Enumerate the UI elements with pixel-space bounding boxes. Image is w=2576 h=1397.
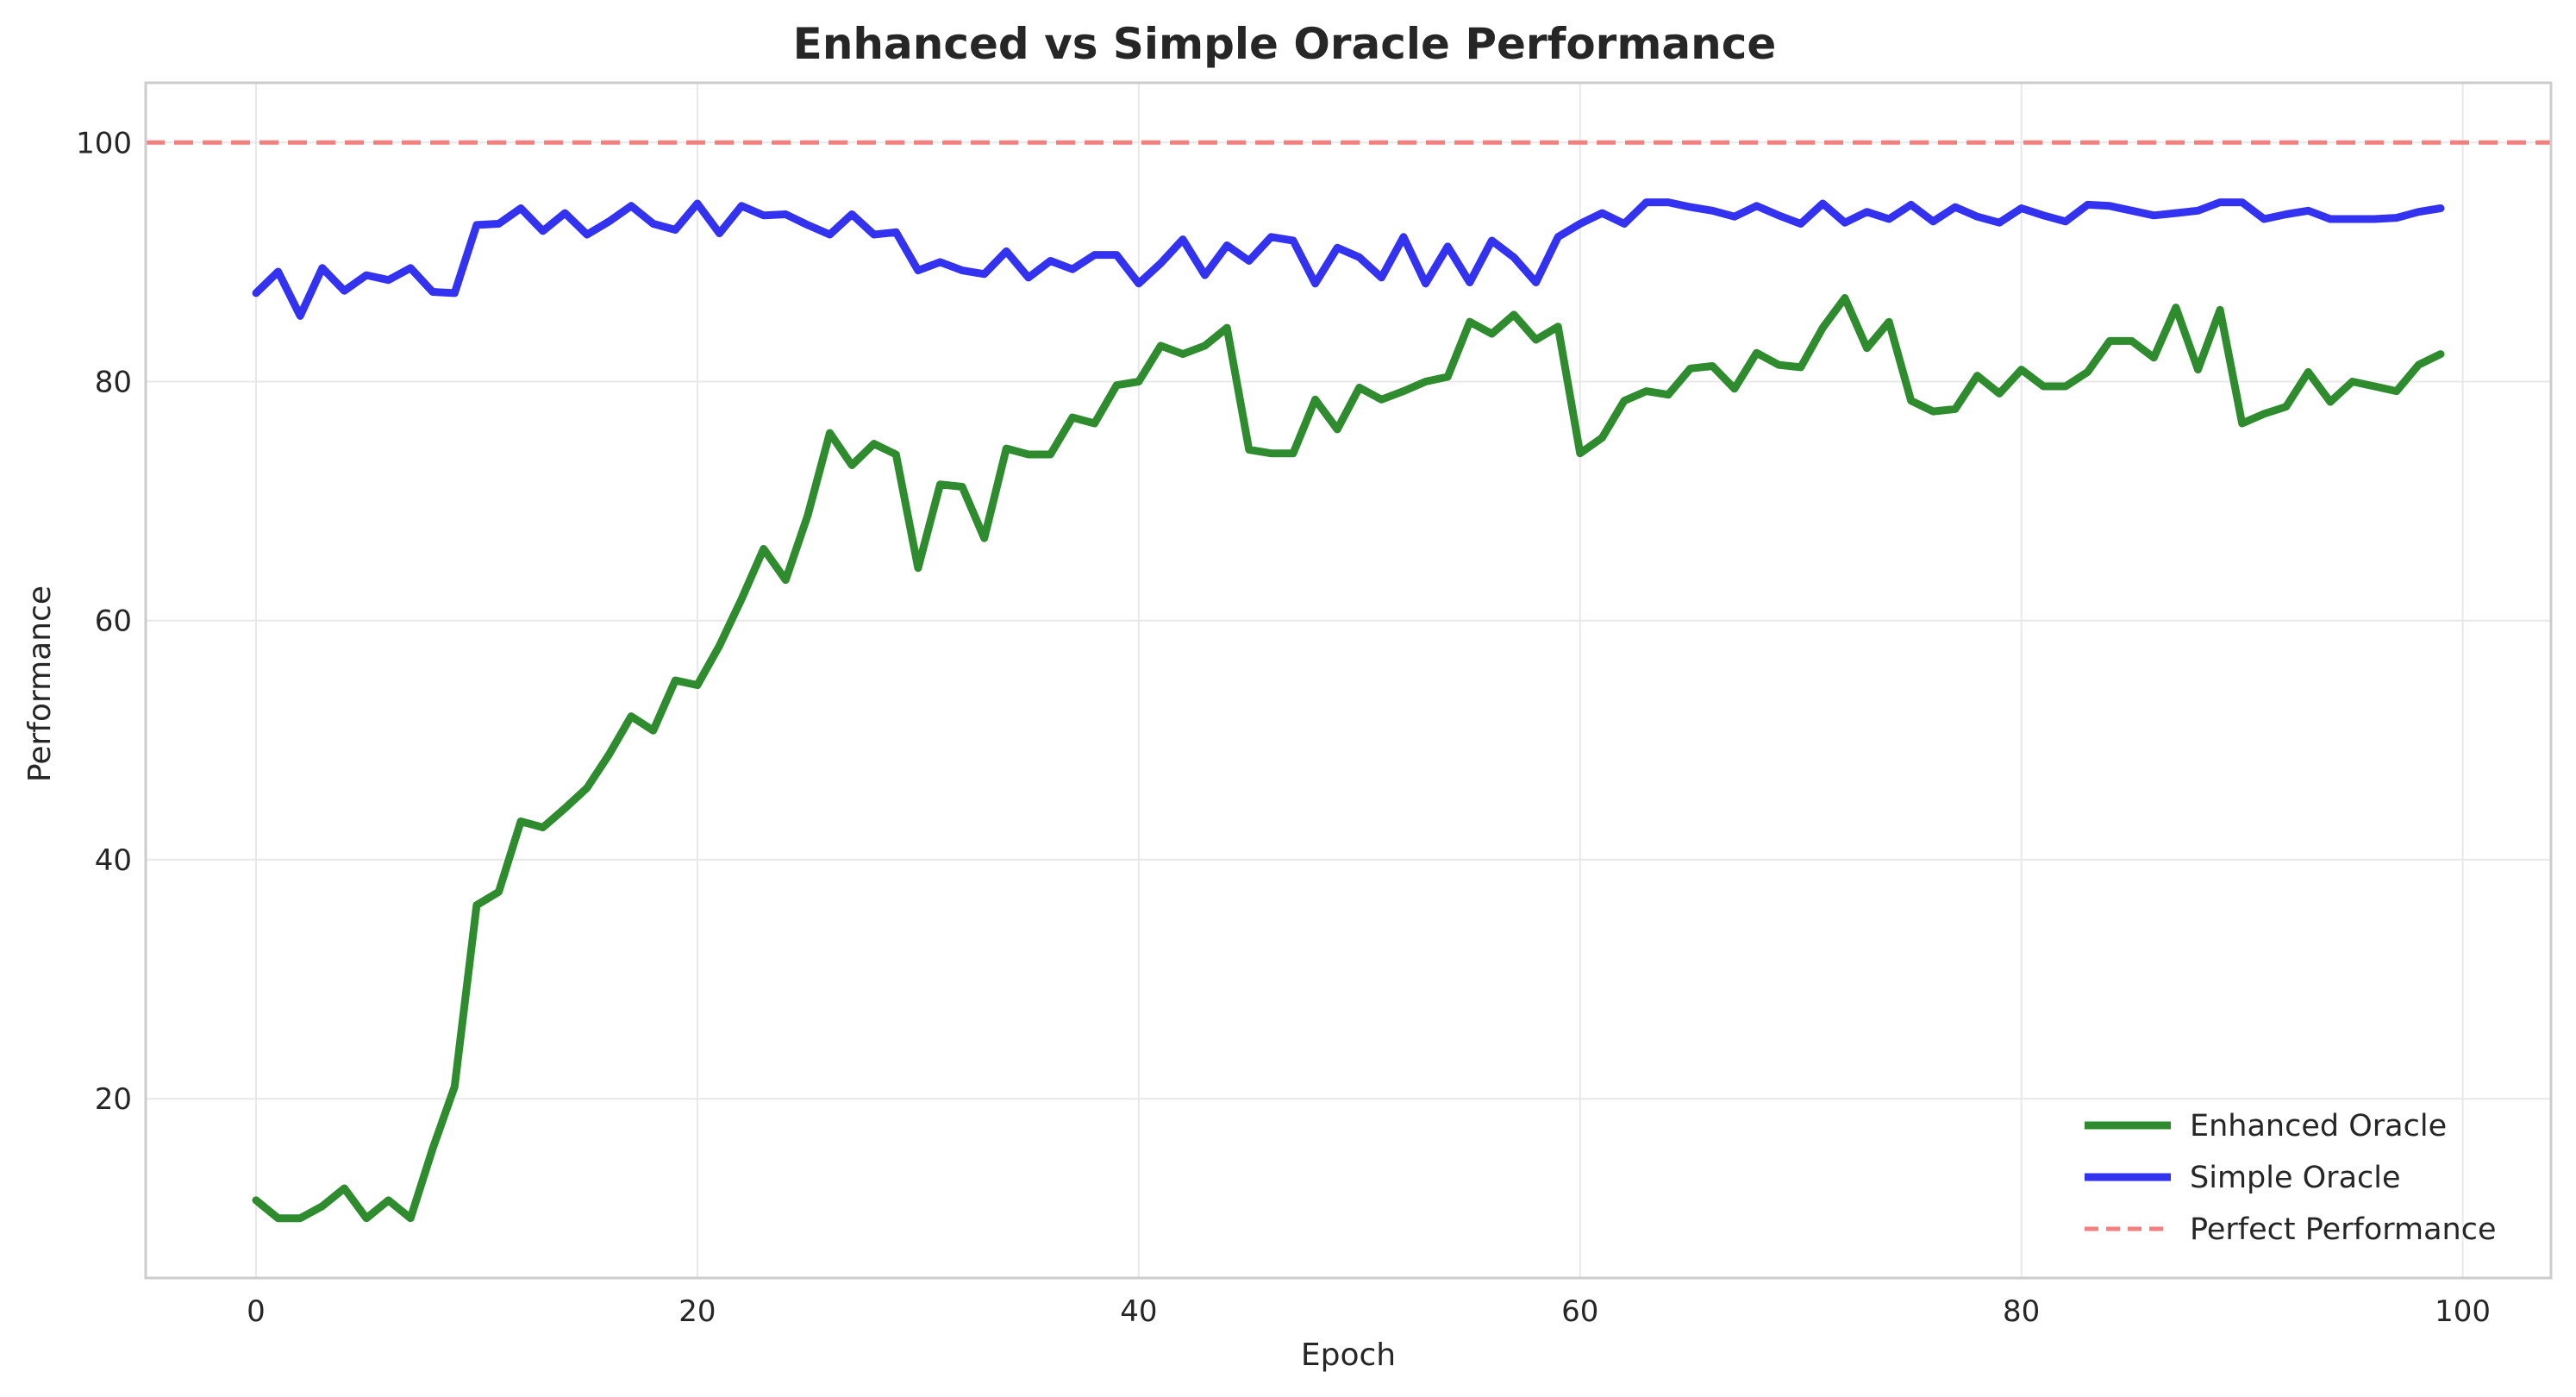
y-axis-label: Performance	[22, 586, 58, 782]
x-tick-label: 20	[678, 1294, 716, 1329]
y-tick-labels: 20 40 60 80 100	[76, 126, 132, 1117]
plot-frame	[144, 81, 2553, 1280]
grid	[146, 83, 2551, 1278]
enhanced-oracle-line	[252, 294, 2445, 1223]
y-tick-label: 40	[95, 843, 132, 878]
legend: Enhanced Oracle Simple Oracle Perfect Perf…	[2085, 1109, 2497, 1247]
x-tick-label: 80	[2003, 1294, 2040, 1329]
x-axis-label: Epoch	[1301, 1337, 1396, 1373]
y-tick-label: 100	[76, 126, 132, 160]
y-tick-label: 60	[95, 605, 132, 639]
y-tick-label: 80	[95, 366, 132, 400]
series-layer	[252, 198, 2445, 1223]
legend-label: Simple Oracle	[2190, 1161, 2401, 1195]
x-tick-label: 100	[2435, 1294, 2491, 1329]
legend-label: Perfect Performance	[2190, 1212, 2497, 1247]
x-tick-label: 40	[1120, 1294, 1157, 1329]
chart-title: Enhanced vs Simple Oracle Performance	[793, 19, 1777, 69]
simple-oracle-line	[252, 198, 2445, 320]
x-tick-label: 60	[1561, 1294, 1598, 1329]
y-tick-label: 20	[95, 1082, 132, 1117]
x-tick-label: 0	[247, 1294, 266, 1329]
legend-label: Enhanced Oracle	[2190, 1109, 2447, 1143]
x-tick-labels: 0 20 40 60 80 100	[247, 1294, 2491, 1329]
